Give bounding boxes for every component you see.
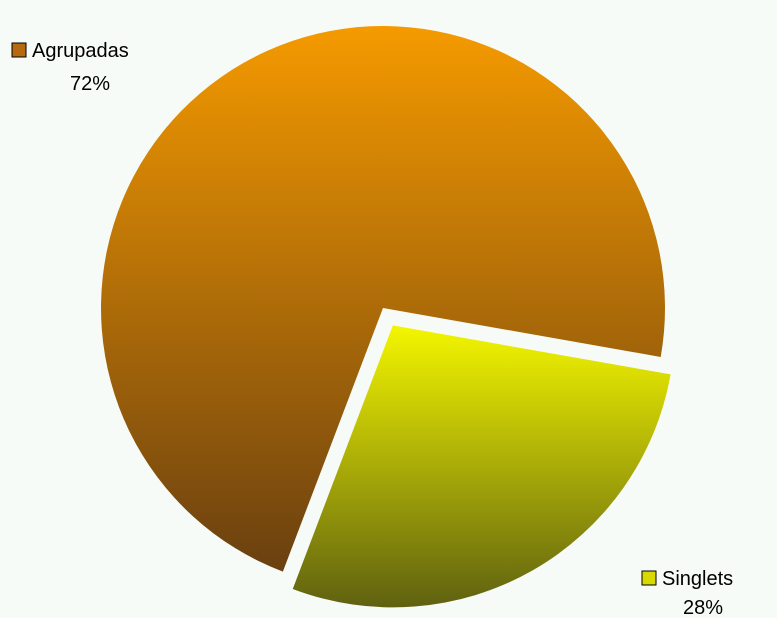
pie-labels: Agrupadas 72% Singlets 28% (11, 40, 733, 618)
label-singlets-name: Singlets (662, 568, 733, 590)
legend-swatch-singlets (641, 570, 657, 586)
label-agrupadas-value: 72% (70, 73, 110, 95)
pie-slice-singlets (292, 325, 671, 608)
legend-swatch-agrupadas (11, 42, 27, 58)
label-singlets-value: 28% (683, 597, 723, 618)
pie-slice-agrupadas (100, 26, 665, 572)
pie-slices (100, 26, 671, 608)
label-agrupadas: Agrupadas 72% (11, 40, 129, 95)
label-agrupadas-name: Agrupadas (32, 40, 129, 62)
label-singlets: Singlets 28% (641, 568, 733, 618)
